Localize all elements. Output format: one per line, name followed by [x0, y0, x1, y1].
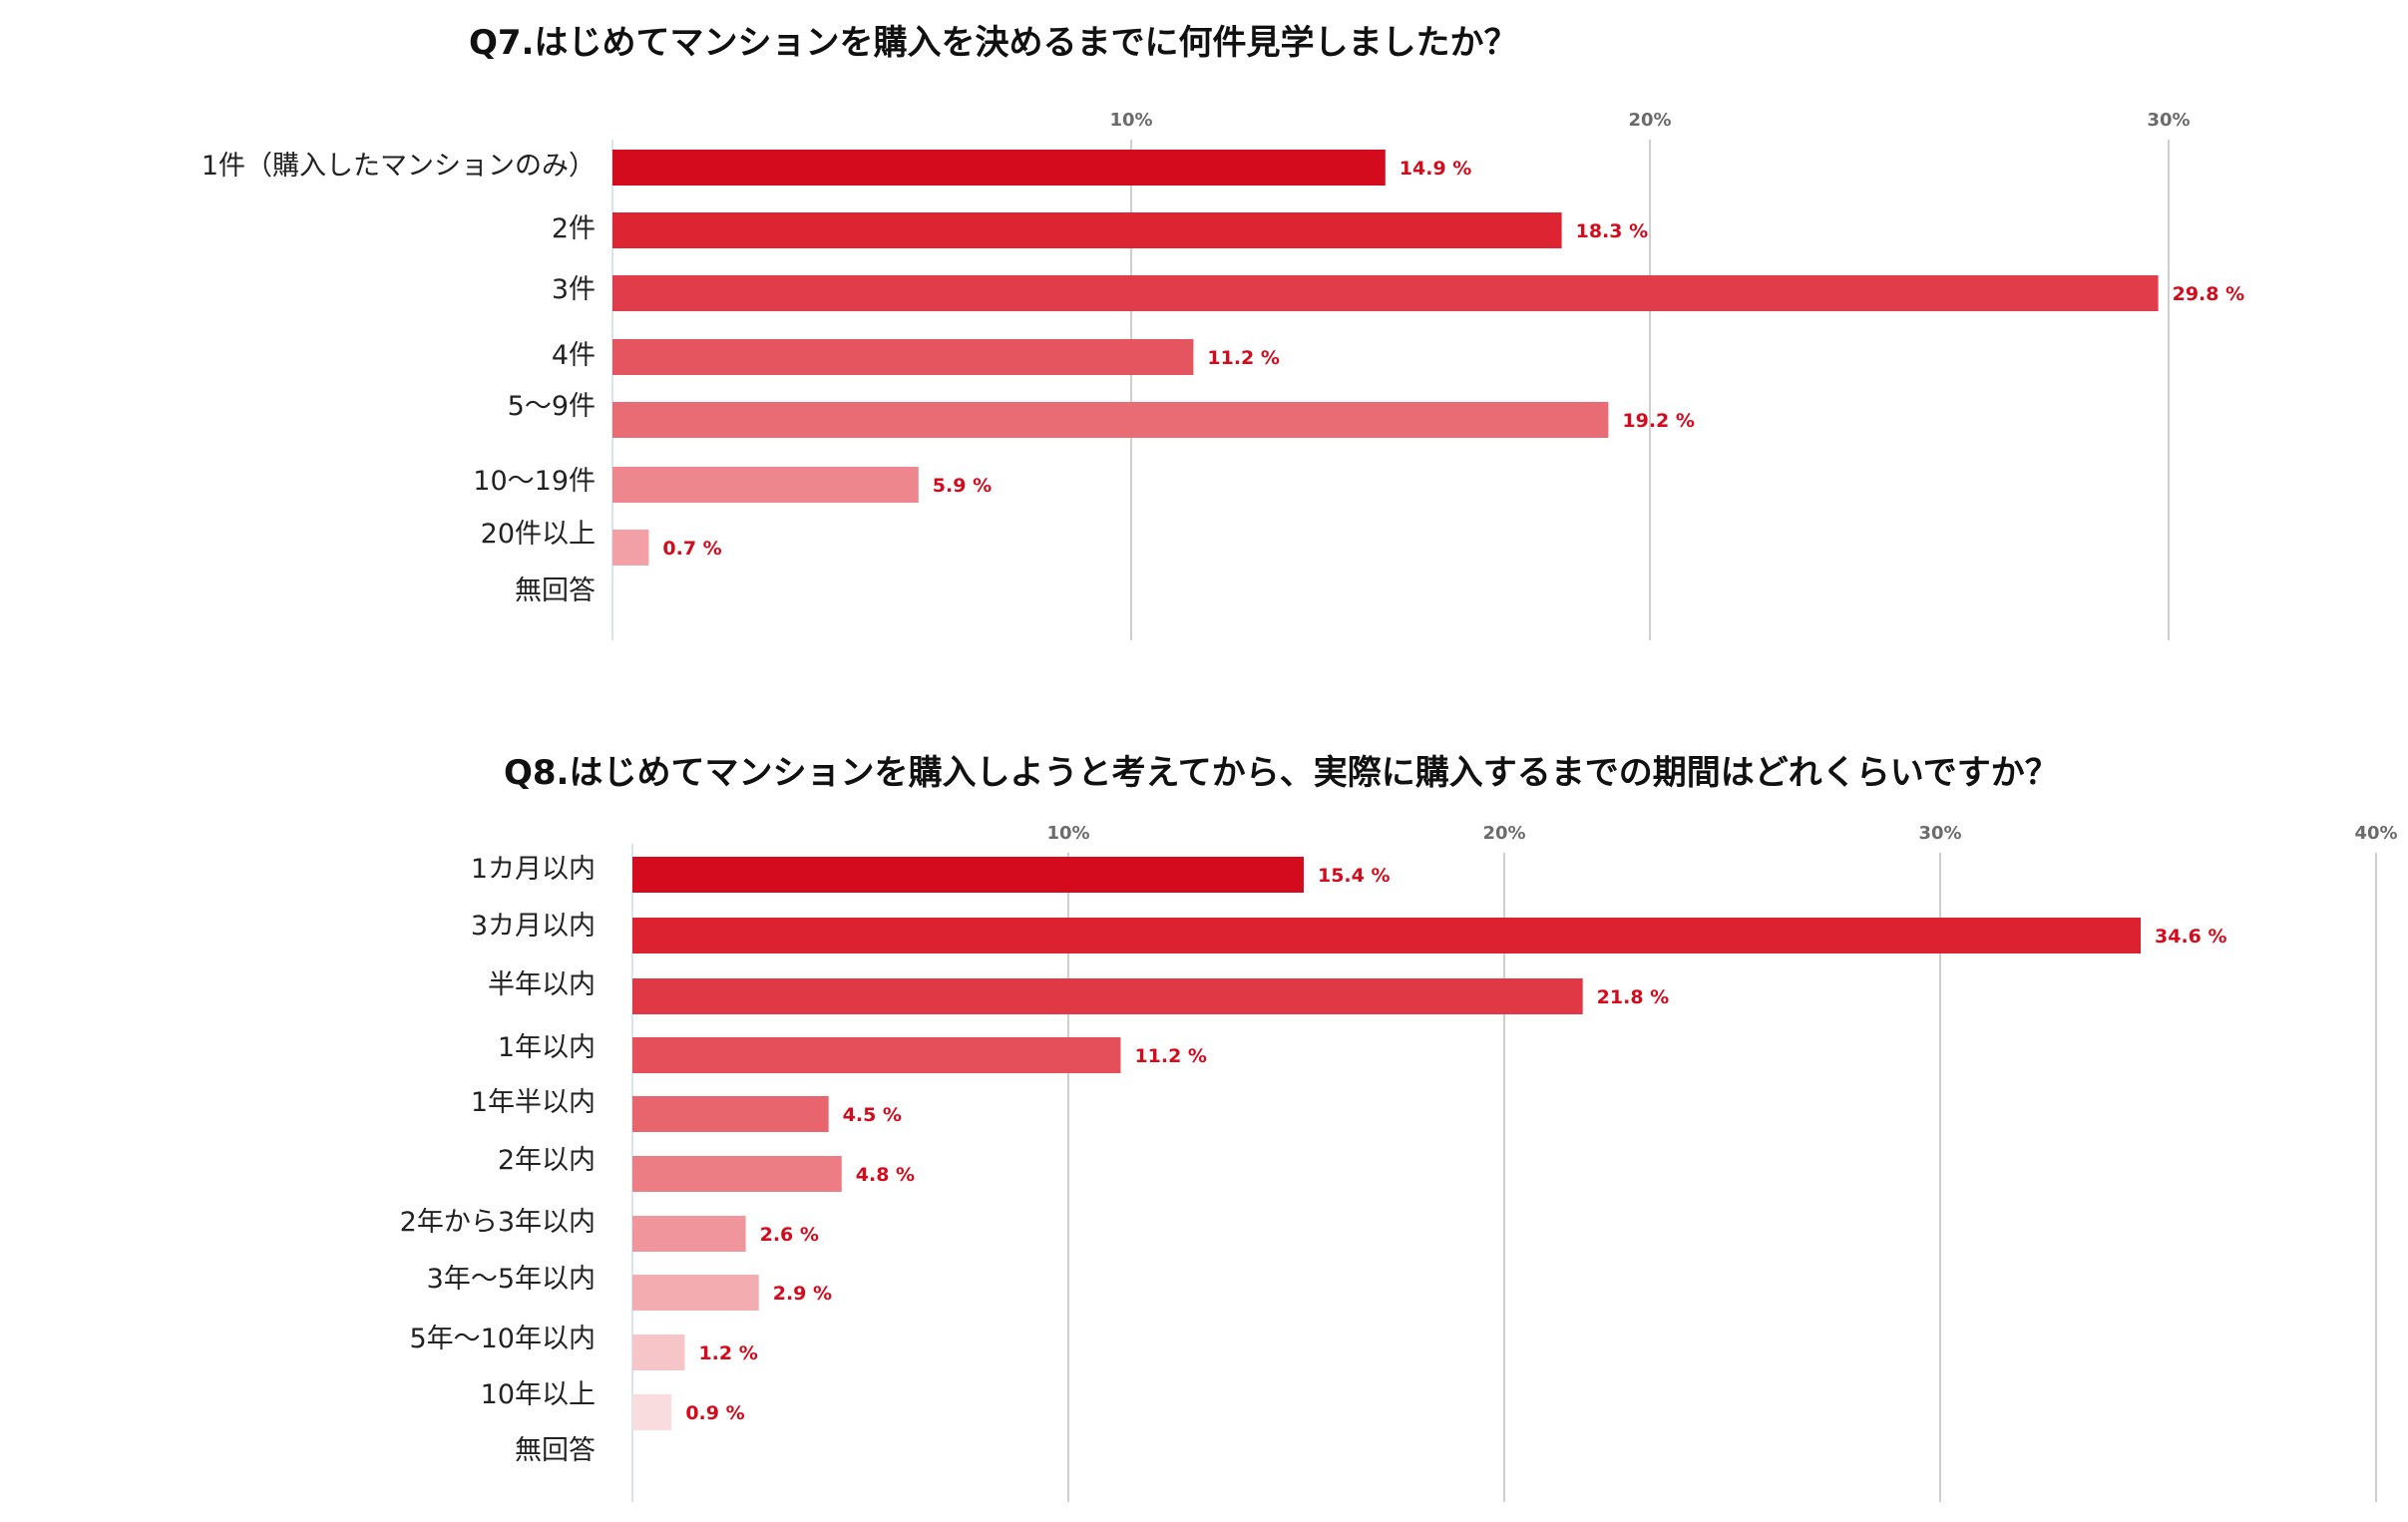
chart-q7: Q7.はじめてマンションを購入を決めるまでに何件見学しましたか？ 10% 20% 30… [201, 23, 2244, 640]
category-label: 1カ月以内 [471, 854, 596, 885]
x-tick-label: 10% [1046, 823, 1089, 844]
data-label: 18.3 % [1576, 220, 1649, 242]
category-label: 1年半以内 [471, 1087, 596, 1118]
data-label: 2.6 % [760, 1224, 819, 1246]
data-label: 4.5 % [843, 1104, 902, 1126]
category-label: 4件 [552, 340, 596, 371]
category-label: 1件（購入したマンションのみ） [201, 151, 596, 182]
data-label: 0.7 % [662, 538, 721, 560]
category-label: 5〜9件 [508, 391, 596, 422]
bar [632, 1394, 672, 1430]
category-label: 3件 [552, 274, 596, 305]
category-label: 半年以内 [488, 969, 596, 1000]
data-label: 29.8 % [2173, 283, 2245, 305]
chart-title: Q8.はじめてマンションを購入しようと考えてから、実際に購入するまでの期間はどれ… [504, 753, 2059, 793]
bar [632, 1334, 685, 1370]
category-label: 3カ月以内 [471, 911, 596, 942]
data-label: 5.9 % [933, 475, 992, 497]
bar [632, 1156, 842, 1192]
category-label: 2年から3年以内 [400, 1207, 596, 1238]
bar [612, 150, 1386, 186]
category-label: 2年以内 [498, 1145, 596, 1176]
bar [632, 1275, 759, 1311]
bar [632, 978, 1583, 1014]
data-label: 15.4 % [1318, 865, 1391, 887]
data-label: 2.9 % [773, 1283, 832, 1305]
bar [612, 402, 1609, 438]
bar [632, 918, 2142, 953]
category-label: 10年以上 [481, 1379, 596, 1410]
data-label: 14.9 % [1400, 158, 1472, 180]
category-label: 20件以上 [481, 519, 596, 550]
x-tick-label: 20% [1482, 823, 1525, 844]
bar [612, 530, 649, 566]
bar [632, 1216, 746, 1252]
x-tick-label: 30% [1918, 823, 1961, 844]
x-tick-label: 40% [2354, 823, 2397, 844]
data-label: 11.2 % [1134, 1045, 1207, 1067]
category-label: 1年以内 [498, 1032, 596, 1063]
data-label: 0.9 % [685, 1402, 744, 1424]
bar [612, 467, 919, 503]
x-tick-label: 10% [1109, 110, 1152, 131]
category-label: 無回答 [515, 575, 596, 606]
data-label: 19.2 % [1622, 410, 1695, 432]
bar [612, 212, 1562, 248]
chart-q8: Q8.はじめてマンションを購入しようと考えてから、実際に購入するまでの期間はどれ… [400, 753, 2398, 1502]
data-label: 1.2 % [698, 1342, 757, 1364]
bar [612, 339, 1194, 375]
category-label: 2件 [552, 213, 596, 244]
category-label: 3年〜5年以内 [427, 1264, 596, 1295]
data-label: 34.6 % [2155, 926, 2227, 948]
x-tick-label: 20% [1628, 110, 1671, 131]
x-tick-label: 30% [2147, 110, 2190, 131]
data-label: 4.8 % [856, 1164, 915, 1186]
category-label: 10〜19件 [473, 466, 596, 497]
bar [632, 857, 1304, 893]
bar [632, 1096, 829, 1132]
data-label: 21.8 % [1597, 986, 1670, 1008]
category-label: 5年〜10年以内 [409, 1324, 596, 1354]
category-label: 無回答 [515, 1435, 596, 1466]
chart-title: Q7.はじめてマンションを購入を決めるまでに何件見学しましたか？ [469, 23, 1517, 63]
bar [632, 1037, 1121, 1073]
data-label: 11.2 % [1207, 347, 1280, 369]
bar [612, 275, 2159, 311]
